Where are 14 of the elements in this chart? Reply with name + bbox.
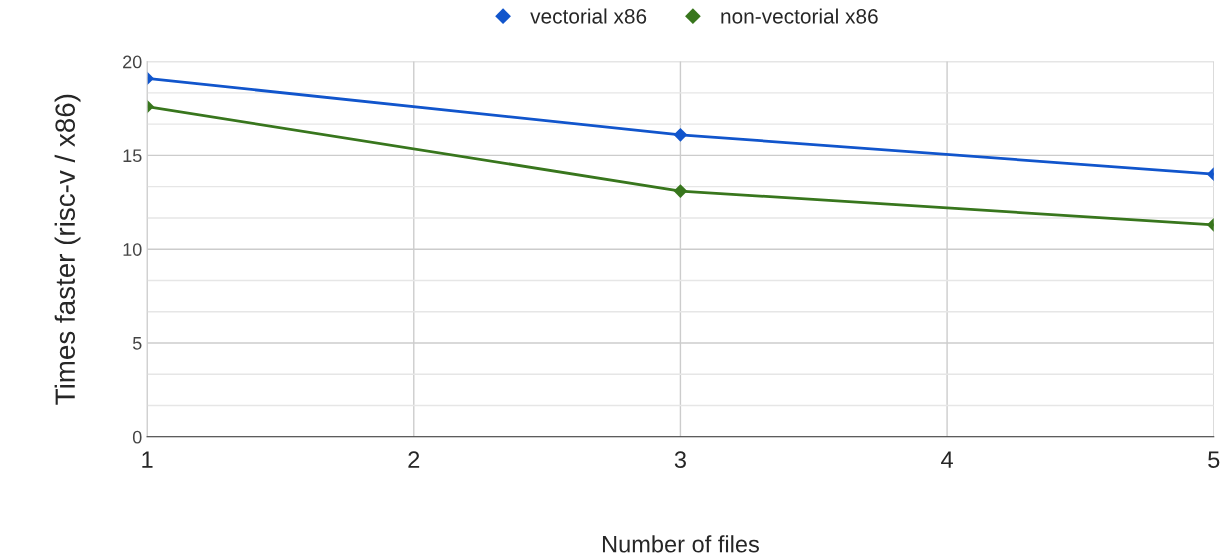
legend-label: non-vectorial x86 xyxy=(721,8,878,24)
x-tick-label: 5 xyxy=(1208,451,1220,469)
legend-label: vectorial x86 xyxy=(530,8,647,24)
y-tick-label: 15 xyxy=(123,149,142,163)
x-tick-label: 3 xyxy=(674,451,686,469)
y-tick-label: 10 xyxy=(123,243,142,256)
y-tick-label: 5 xyxy=(132,337,142,350)
y-axis-title: Times faster (risc-v / x86) xyxy=(54,94,81,405)
x-tick-label: 4 xyxy=(941,451,953,468)
x-axis-title: Number of files xyxy=(602,535,759,553)
x-tick-label: 1 xyxy=(142,451,153,468)
y-tick-label: 0 xyxy=(132,430,142,444)
y-tick-label: 20 xyxy=(123,55,142,69)
x-tick-label: 2 xyxy=(408,451,420,468)
